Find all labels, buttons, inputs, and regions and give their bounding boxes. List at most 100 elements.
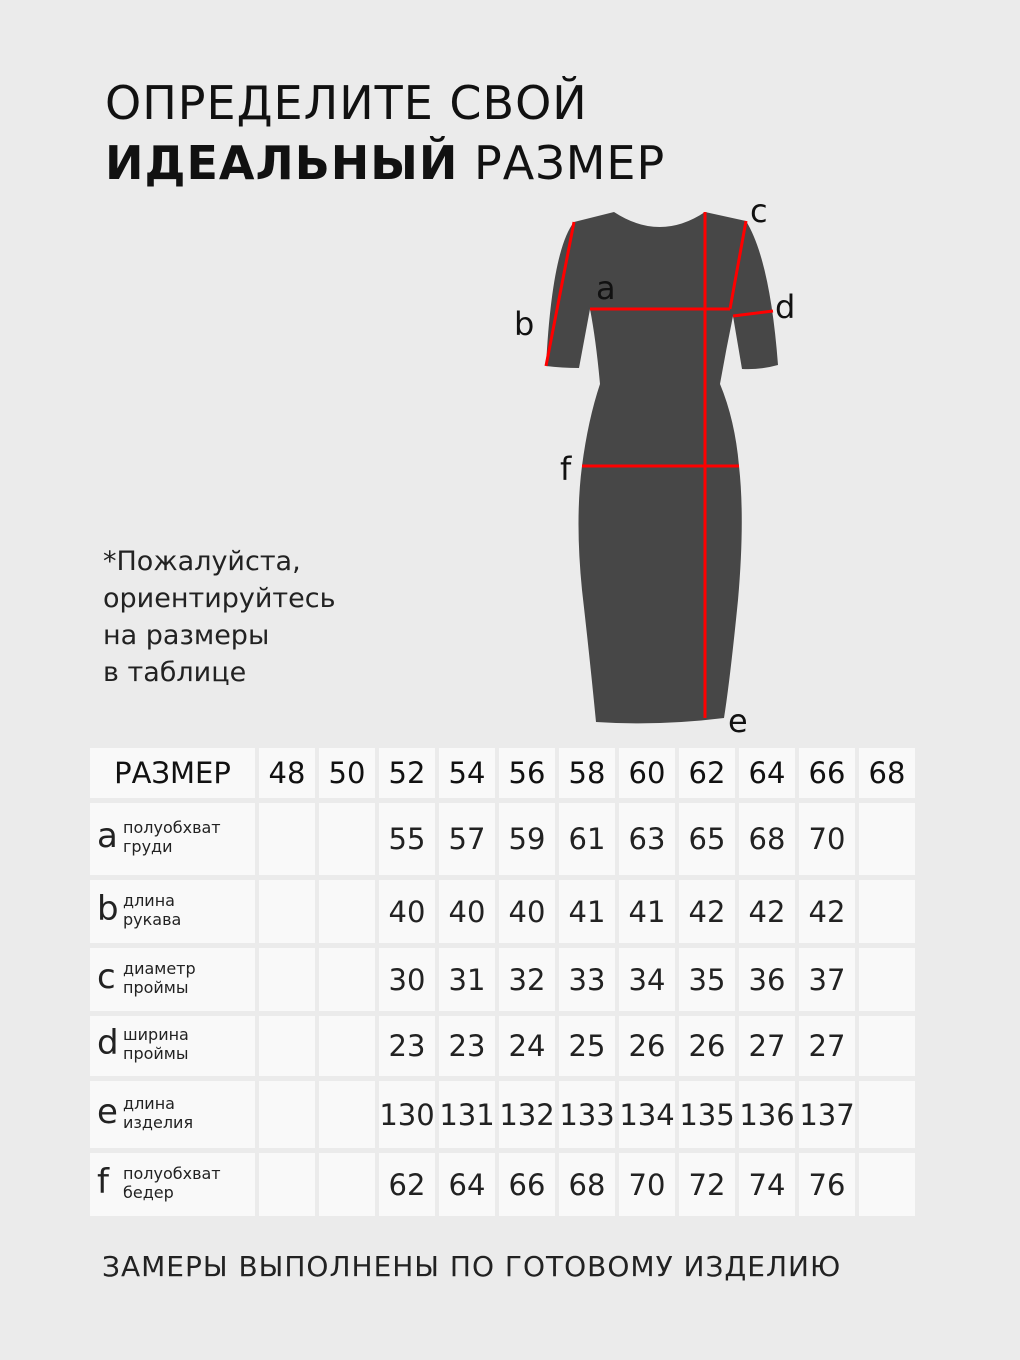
title-rest: РАЗМЕР (474, 136, 666, 190)
header-size: 60 (619, 748, 675, 798)
table-cell (319, 1081, 375, 1148)
table-row: c диаметр проймы 30 31 32 33 34 35 36 37 (90, 948, 915, 1011)
title-line-1: ОПРЕДЕЛИТЕ СВОЙ (105, 76, 588, 130)
row-description: полуобхват груди (123, 818, 221, 856)
note-line: на размеры (103, 620, 270, 651)
table-cell: 34 (619, 948, 675, 1011)
table-row: e длина изделия 130 131 132 133 134 135 136 137 (90, 1081, 915, 1148)
size-table: РАЗМЕР 48 50 52 54 56 58 60 62 64 66 68 a полуобхват г… (86, 743, 919, 1221)
row-description: полуобхват бедер (123, 1164, 221, 1202)
header-size: 68 (859, 748, 915, 798)
table-cell: 32 (499, 948, 555, 1011)
table-cell: 131 (439, 1081, 495, 1148)
header-size: 48 (259, 748, 315, 798)
header-size: 56 (499, 748, 555, 798)
row-letter: c (97, 956, 116, 997)
table-cell: 40 (379, 880, 435, 943)
row-desc-line: рукава (123, 909, 182, 929)
table-cell: 132 (499, 1081, 555, 1148)
line-c (728, 220, 748, 310)
table-cell: 55 (379, 803, 435, 875)
table-cell: 65 (679, 803, 735, 875)
row-label: e длина изделия (90, 1081, 255, 1148)
table-cell: 66 (499, 1153, 555, 1216)
table-cell (859, 948, 915, 1011)
table-cell: 59 (499, 803, 555, 875)
label-e: e (728, 702, 748, 740)
row-description: длина рукава (123, 891, 181, 929)
table-cell: 31 (439, 948, 495, 1011)
table-cell: 41 (619, 880, 675, 943)
row-label: b длина рукава (90, 880, 255, 943)
table-cell: 26 (619, 1016, 675, 1076)
table-cell: 42 (679, 880, 735, 943)
header-size: 66 (799, 748, 855, 798)
header-size: 64 (739, 748, 795, 798)
row-label: d ширина проймы (90, 1016, 255, 1076)
note-line: ориентируйтесь (103, 583, 336, 614)
row-desc-line: груди (123, 837, 173, 857)
row-letter: a (97, 815, 118, 856)
table-cell: 36 (739, 948, 795, 1011)
table-cell (319, 1153, 375, 1216)
measurement-lines (544, 212, 774, 718)
table-row: f полуобхват бедер 62 64 66 68 70 72 74 76 (90, 1153, 915, 1216)
row-desc-line: полуобхват (123, 818, 221, 838)
footer-note: ЗАМЕРЫ ВЫПОЛНЕНЫ ПО ГОТОВОМУ ИЗДЕЛИЮ (102, 1250, 842, 1283)
table-cell (259, 880, 315, 943)
table-cell: 63 (619, 803, 675, 875)
table-cell: 35 (679, 948, 735, 1011)
row-letter: e (97, 1091, 118, 1132)
table-cell: 68 (739, 803, 795, 875)
table-row: d ширина проймы 23 23 24 25 26 26 27 27 (90, 1016, 915, 1076)
note-line: в таблице (103, 657, 247, 688)
table-cell: 64 (439, 1153, 495, 1216)
header-size: 52 (379, 748, 435, 798)
table-cell: 70 (619, 1153, 675, 1216)
header-size-label: РАЗМЕР (90, 748, 255, 798)
header-size: 50 (319, 748, 375, 798)
table-cell (319, 880, 375, 943)
table-cell: 70 (799, 803, 855, 875)
table-row: a полуобхват груди 55 57 59 61 63 65 68 70 (90, 803, 915, 875)
title-line-2: ИДЕАЛЬНЫЙ РАЗМЕР (105, 140, 665, 186)
table-row: b длина рукава 40 40 40 41 41 42 42 42 (90, 880, 915, 943)
row-description: длина изделия (123, 1094, 193, 1132)
size-note: *Пожалуйста, ориентируйтесь на размеры в… (103, 543, 336, 691)
row-desc-line: длина (123, 1093, 175, 1113)
label-c: c (750, 192, 768, 230)
table-cell (259, 1081, 315, 1148)
line-b (544, 221, 576, 367)
table-cell: 72 (679, 1153, 735, 1216)
table-cell: 27 (799, 1016, 855, 1076)
line-d (732, 309, 774, 318)
table-cell: 23 (379, 1016, 435, 1076)
table-cell: 42 (799, 880, 855, 943)
table-cell (259, 1016, 315, 1076)
table-cell: 27 (739, 1016, 795, 1076)
row-letter: f (97, 1161, 109, 1202)
row-label: f полуобхват бедер (90, 1153, 255, 1216)
table-cell (319, 948, 375, 1011)
table-cell: 24 (499, 1016, 555, 1076)
row-label: c диаметр проймы (90, 948, 255, 1011)
table-cell: 40 (499, 880, 555, 943)
dress-silhouette (546, 212, 778, 724)
row-desc-line: изделия (123, 1112, 194, 1132)
table-cell (859, 1153, 915, 1216)
table-header-row: РАЗМЕР 48 50 52 54 56 58 60 62 64 66 68 (90, 748, 915, 798)
row-desc-line: ширина (123, 1025, 189, 1045)
header-size: 62 (679, 748, 735, 798)
table-cell (319, 803, 375, 875)
row-desc-line: диаметр (123, 958, 196, 978)
table-cell: 57 (439, 803, 495, 875)
header-size: 54 (439, 748, 495, 798)
label-b: b (514, 305, 534, 343)
row-description: ширина проймы (123, 1025, 189, 1063)
row-letter: d (97, 1022, 119, 1063)
table-cell: 25 (559, 1016, 615, 1076)
table-cell: 133 (559, 1081, 615, 1148)
table-cell: 68 (559, 1153, 615, 1216)
table-cell: 137 (799, 1081, 855, 1148)
